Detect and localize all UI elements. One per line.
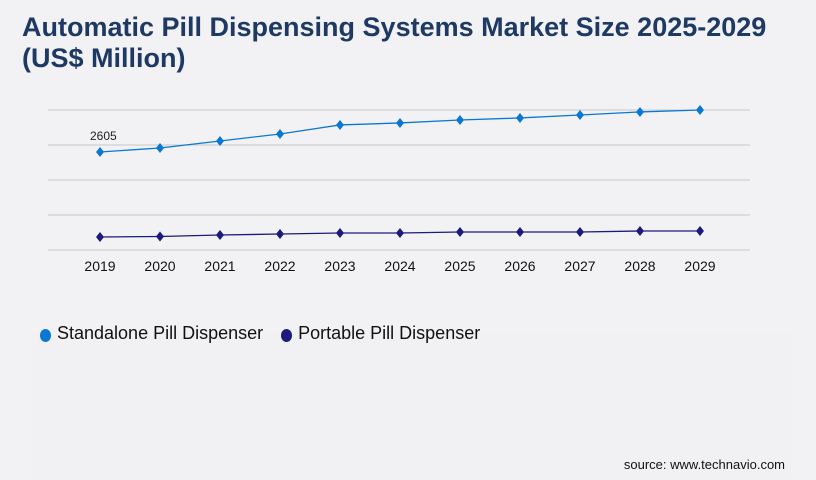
- data-point: [156, 231, 164, 242]
- legend-label: Portable Pill Dispenser: [298, 323, 481, 343]
- x-tick-label: 2024: [384, 258, 415, 274]
- x-tick-label: 2022: [264, 258, 295, 274]
- x-tick-label: 2025: [444, 258, 475, 274]
- data-point: [96, 231, 104, 242]
- x-tick-label: 2027: [564, 258, 595, 274]
- data-point: [576, 227, 584, 238]
- legend-item-standalone[interactable]: Standalone Pill Dispenser: [40, 323, 263, 344]
- x-tick-label: 2021: [204, 258, 235, 274]
- data-point: [696, 104, 704, 115]
- data-point: [396, 117, 404, 128]
- data-point: [156, 142, 164, 153]
- data-point: [216, 229, 224, 240]
- data-point: [276, 128, 284, 139]
- legend-panel-background: [32, 332, 792, 480]
- legend-marker-icon: [40, 329, 51, 342]
- data-point: [636, 225, 644, 236]
- legend: Standalone Pill Dispenser Portable Pill …: [40, 323, 498, 344]
- data-point: [336, 119, 344, 130]
- legend-item-portable[interactable]: Portable Pill Dispenser: [281, 323, 480, 344]
- data-point: [696, 225, 704, 236]
- data-point: [576, 109, 584, 120]
- data-point: [456, 114, 464, 125]
- series-line-standalone: [99, 109, 701, 153]
- data-point: [516, 112, 524, 123]
- source-note: source: www.technavio.com: [623, 457, 785, 472]
- x-tick-label: 2020: [144, 258, 175, 274]
- legend-label: Standalone Pill Dispenser: [57, 323, 264, 343]
- x-tick-label: 2019: [84, 258, 115, 274]
- x-tick-label: 2023: [324, 258, 355, 274]
- x-tick-label: 2026: [504, 258, 535, 274]
- data-point: [516, 227, 524, 238]
- line-chart: 2019 2020 2021 2022 2023 2024 2025 2026 2027 2028…: [48, 104, 750, 274]
- data-point: [276, 229, 284, 240]
- legend-marker-icon: [281, 329, 293, 342]
- x-tick-label: 2029: [684, 258, 715, 274]
- data-point: [216, 135, 224, 146]
- data-point: [96, 146, 104, 157]
- data-point: [456, 227, 464, 238]
- chart-title: Automatic Pill Dispensing Systems Market…: [22, 12, 767, 73]
- data-point: [336, 227, 344, 238]
- data-point: [636, 106, 644, 117]
- x-tick-label: 2028: [624, 258, 655, 274]
- data-label: 2605: [90, 129, 117, 143]
- data-point: [396, 227, 404, 238]
